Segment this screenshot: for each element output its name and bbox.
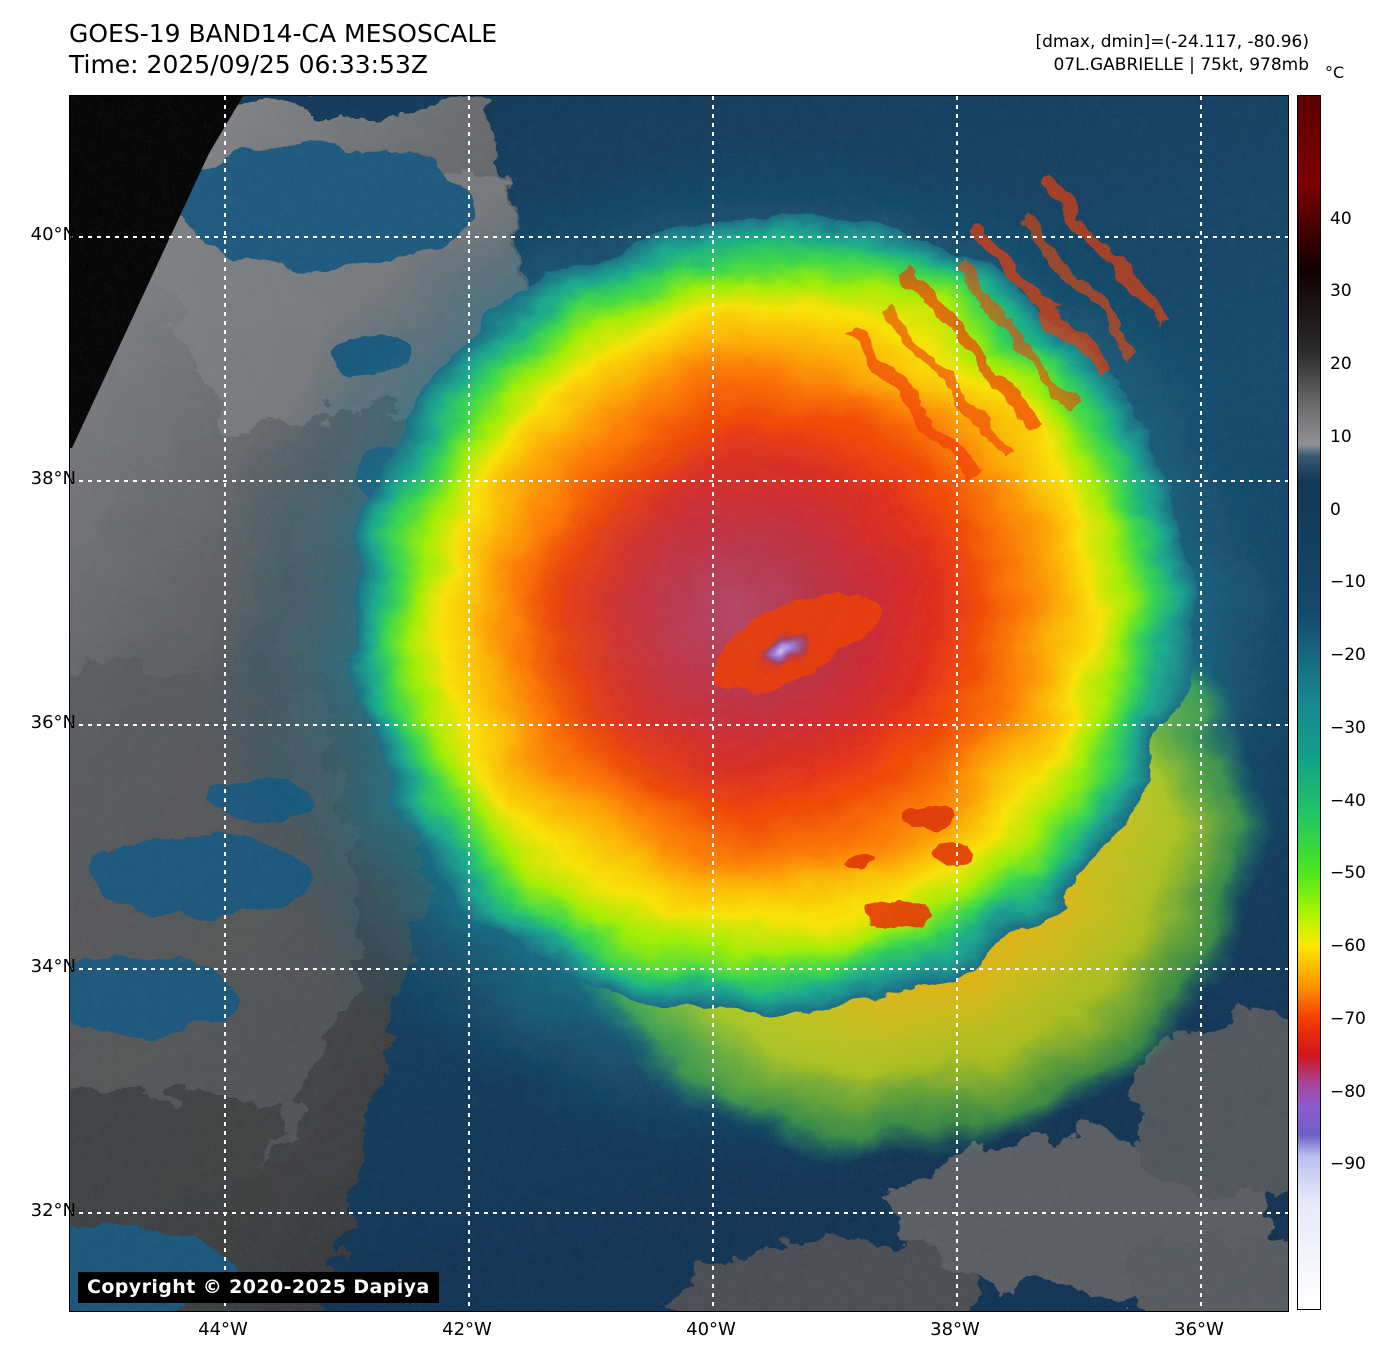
colorbar-tick-neg60: −60 bbox=[1330, 936, 1366, 957]
dminmax-readout: [dmax, dmin]=(-24.117, -80.96) bbox=[1035, 32, 1310, 52]
xtick-label-38w: 38°W bbox=[930, 1319, 980, 1340]
colorbar-tick-neg20: −20 bbox=[1330, 645, 1366, 666]
satellite-imagery bbox=[70, 96, 1288, 1311]
colorbar-tick-neg50: −50 bbox=[1330, 863, 1366, 884]
satellite-image-plot[interactable]: Copyright © 2020-2025 Dapiya bbox=[69, 95, 1289, 1312]
page-title: GOES-19 BAND14-CA MESOSCALE bbox=[69, 19, 498, 48]
colorbar-tick-neg30: −30 bbox=[1330, 717, 1366, 738]
colorbar-tick-30: 30 bbox=[1330, 281, 1352, 302]
colorbar[interactable] bbox=[1297, 95, 1321, 1310]
header-info-block: [dmax, dmin]=(-24.117, -80.96) 07L.GABRI… bbox=[1036, 31, 1310, 77]
xtick-label-40w: 40°W bbox=[686, 1319, 736, 1340]
xtick-label-36w: 36°W bbox=[1174, 1319, 1224, 1340]
ytick-label-36n: 36°N bbox=[30, 712, 76, 733]
colorbar-tick-neg40: −40 bbox=[1330, 790, 1366, 811]
xtick-label-42w: 42°W bbox=[442, 1319, 492, 1340]
colorbar-tick-40: 40 bbox=[1330, 208, 1352, 229]
colorbar-tick-neg70: −70 bbox=[1330, 1008, 1366, 1029]
timestamp: Time: 2025/09/25 06:33:53Z bbox=[69, 50, 428, 79]
ytick-label-40n: 40°N bbox=[30, 224, 76, 245]
colorbar-tick-20: 20 bbox=[1330, 354, 1352, 375]
storm-readout: 07L.GABRIELLE | 75kt, 978mb bbox=[1053, 55, 1309, 75]
ytick-label-32n: 32°N bbox=[30, 1200, 76, 1221]
ytick-label-38n: 38°N bbox=[30, 468, 76, 489]
colorbar-tick-10: 10 bbox=[1330, 426, 1352, 447]
header-title-block: GOES-19 BAND14-CA MESOSCALE Time: 2025/0… bbox=[69, 18, 497, 80]
colorbar-tick-neg90: −90 bbox=[1330, 1154, 1366, 1175]
ytick-label-34n: 34°N bbox=[30, 956, 76, 977]
colorbar-tick-0: 0 bbox=[1330, 499, 1341, 520]
colorbar-gradient bbox=[1298, 96, 1320, 1309]
copyright-watermark: Copyright © 2020-2025 Dapiya bbox=[78, 1272, 439, 1303]
colorbar-tick-neg80: −80 bbox=[1330, 1081, 1366, 1102]
xtick-label-44w: 44°W bbox=[198, 1319, 248, 1340]
colorbar-unit-label: °C bbox=[1325, 63, 1345, 82]
colorbar-tick-neg10: −10 bbox=[1330, 572, 1366, 593]
